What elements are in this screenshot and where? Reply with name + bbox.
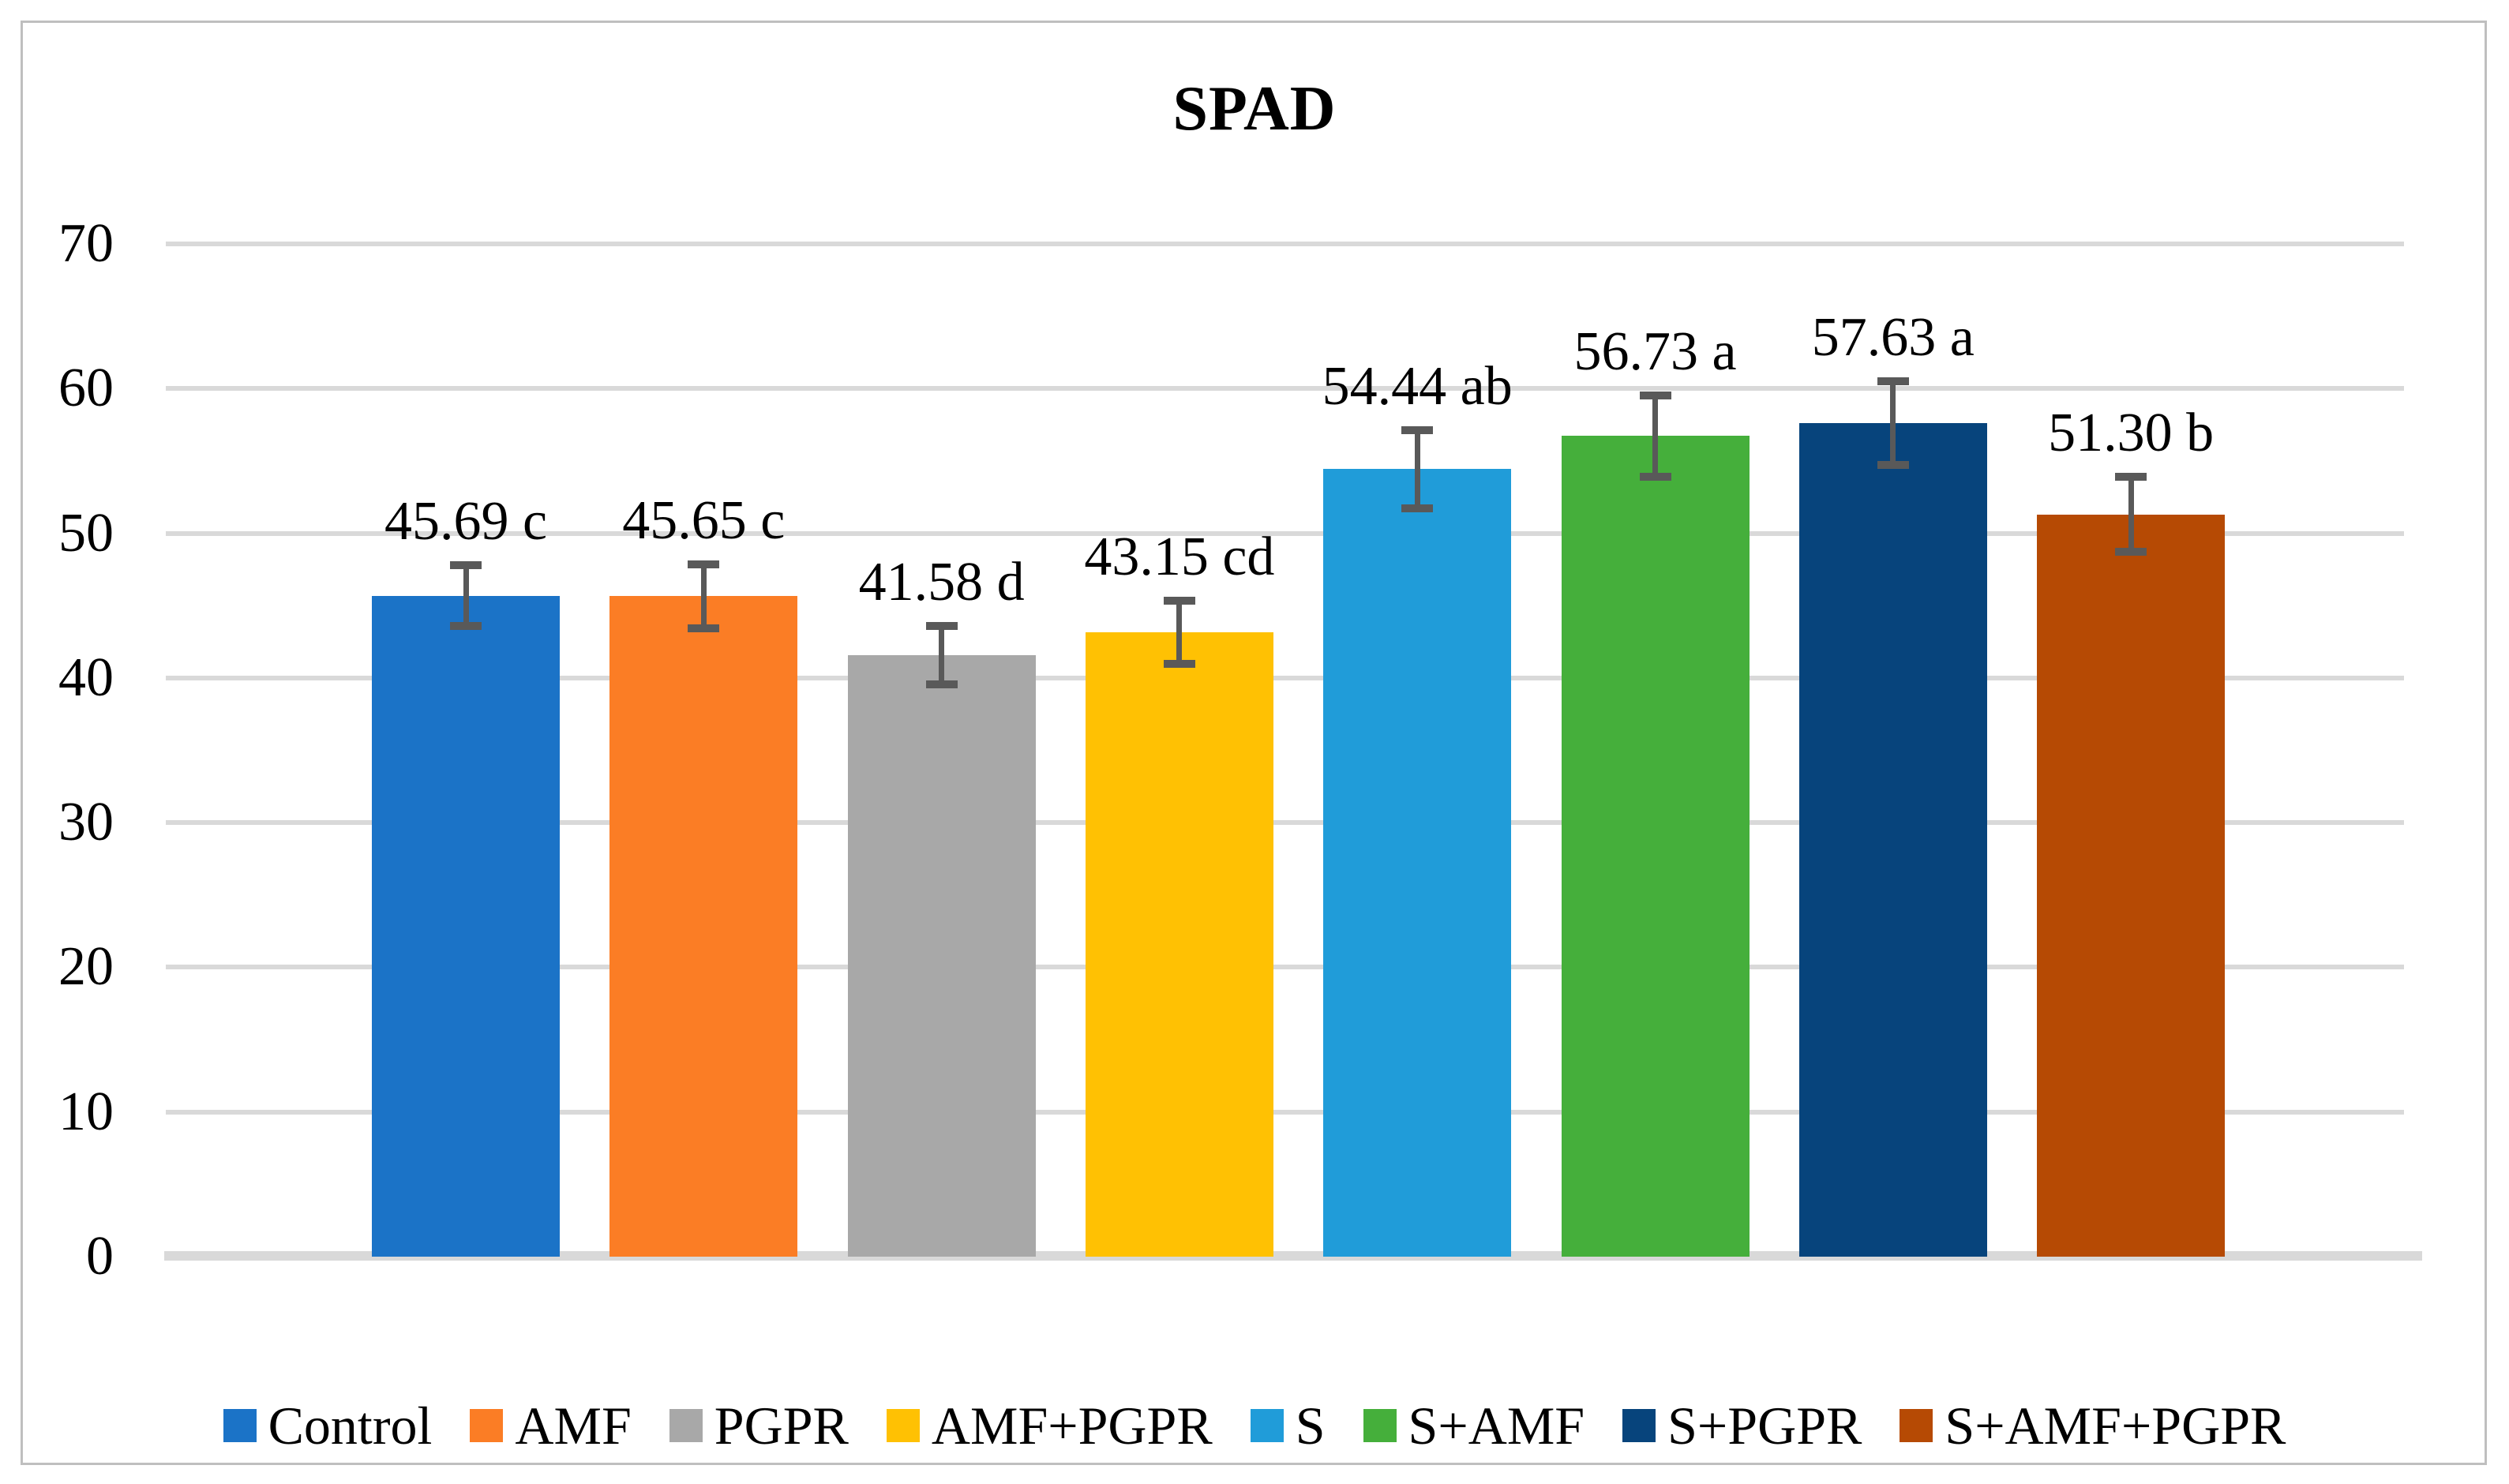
legend-swatch-pgpr (669, 1409, 703, 1442)
error-bar-cap-top-control (450, 561, 482, 570)
legend-item-pgpr: PGPR (669, 1399, 849, 1452)
bar-s-amf-pgpr (2037, 514, 2226, 1257)
error-bar-cap-bottom-amf (688, 624, 720, 632)
chart-border (21, 21, 2487, 1465)
chart-title: SPAD (1172, 74, 1337, 144)
error-bar-cap-bottom-s (1401, 504, 1434, 512)
y-tick-label-20: 20 (58, 936, 114, 998)
gridline-20 (166, 965, 2404, 970)
error-bar-line-s-pgpr (1890, 380, 1896, 465)
bar-value-label-pgpr: 41.58 d (858, 552, 1025, 613)
bar-s-pgpr (1798, 422, 1987, 1257)
y-tick-label-0: 0 (86, 1226, 114, 1287)
legend-item-s: S (1250, 1396, 1326, 1456)
error-bar-line-s (1414, 429, 1420, 508)
bar-value-label-s: 54.44 ab (1322, 355, 1513, 417)
legend-item-amf-pgpr: AMF+PGPR (886, 1396, 1213, 1456)
error-bar-cap-top-pgpr (925, 622, 958, 631)
legend-label-s-pgpr: S+PGPR (1667, 1396, 1862, 1456)
bar-value-label-amf-pgpr: 43.15 cd (1084, 526, 1275, 587)
legend-label-s: S (1295, 1396, 1326, 1456)
bar-control (372, 595, 560, 1257)
chart-legend: Control AMF PGPR AMF+PGPR S S+AMF S+PGPR S+AMF+… (0, 1399, 2509, 1452)
y-tick-label-30: 30 (58, 792, 114, 853)
legend-label-amf: AMF (515, 1396, 632, 1456)
legend-item-control: Control (223, 1396, 433, 1456)
legend-swatch-s (1250, 1409, 1284, 1442)
bar-value-label-s-pgpr: 57.63 a (1811, 306, 1975, 368)
error-bar-cap-top-s-amf (1639, 391, 1671, 399)
legend-swatch-s-amf (1363, 1409, 1397, 1442)
gridline-50 (166, 530, 2404, 536)
error-bar-cap-top-s-pgpr (1877, 377, 1909, 385)
legend-label-control: Control (268, 1396, 433, 1456)
error-bar-line-control (463, 565, 469, 627)
bar-s (1323, 469, 1512, 1257)
legend-swatch-control (223, 1409, 257, 1442)
gridline-30 (166, 820, 2404, 826)
legend-label-amf-pgpr: AMF+PGPR (931, 1396, 1213, 1456)
legend-item-s-amf-pgpr: S+AMF+PGPR (1900, 1399, 2286, 1452)
error-bar-cap-top-s-amf-pgpr (2115, 473, 2147, 482)
y-tick-label-70: 70 (58, 213, 114, 274)
bar-pgpr (847, 654, 1036, 1257)
bar-amf-pgpr (1085, 632, 1273, 1257)
legend-swatch-s-pgpr (1622, 1409, 1656, 1442)
legend-item-amf: AMF (470, 1396, 632, 1456)
legend-label-s-amf-pgpr: S+AMF+PGPR (1945, 1396, 2286, 1456)
error-bar-cap-top-amf-pgpr (1163, 596, 1195, 605)
gridline-40 (166, 675, 2404, 680)
error-bar-line-s-amf (1652, 395, 1658, 477)
error-bar-cap-bottom-control (450, 622, 482, 631)
gridline-70 (166, 242, 2404, 246)
error-bar-cap-bottom-s-amf (1639, 472, 1671, 481)
bar-value-label-s-amf-pgpr: 51.30 b (2048, 403, 2215, 464)
y-tick-label-10: 10 (58, 1081, 114, 1142)
bar-value-label-control: 45.69 c (384, 491, 548, 553)
y-tick-label-50: 50 (58, 502, 114, 564)
legend-swatch-amf-pgpr (886, 1409, 920, 1442)
error-bar-line-amf-pgpr (1176, 600, 1183, 665)
error-bar-cap-bottom-pgpr (925, 680, 958, 688)
bar-value-label-amf: 45.65 c (622, 489, 786, 551)
legend-item-s-amf: S+AMF (1363, 1399, 1585, 1452)
legend-label-pgpr: PGPR (714, 1396, 849, 1456)
y-tick-label-60: 60 (58, 358, 114, 419)
gridline-60 (166, 386, 2404, 392)
legend-item-s-pgpr: S+PGPR (1622, 1399, 1862, 1452)
error-bar-cap-bottom-s-pgpr (1877, 460, 1909, 469)
error-bar-cap-bottom-amf-pgpr (1163, 660, 1195, 669)
legend-label-s-amf: S+AMF (1408, 1396, 1585, 1456)
bar-s-amf (1561, 436, 1750, 1257)
error-bar-line-amf (700, 564, 707, 628)
y-tick-label-40: 40 (58, 646, 114, 708)
y-axis: 0 10 20 30 40 50 60 70 (0, 213, 118, 1287)
bar-value-label-s-amf: 56.73 a (1573, 320, 1737, 382)
error-bar-cap-bottom-s-amf-pgpr (2115, 548, 2147, 556)
error-bar-line-s-amf-pgpr (2128, 477, 2134, 553)
error-bar-line-pgpr (939, 626, 945, 684)
plot-area: 45.69 c 45.65 c 41.58 d 43.15 cd 54.44 ab 56.… (164, 242, 2422, 1261)
bar-amf (609, 596, 798, 1257)
gridline-10 (166, 1109, 2404, 1115)
error-bar-cap-top-s (1401, 425, 1434, 434)
legend-swatch-amf (470, 1409, 504, 1442)
legend-swatch-s-amf-pgpr (1900, 1409, 1933, 1442)
error-bar-cap-top-amf (688, 560, 720, 568)
